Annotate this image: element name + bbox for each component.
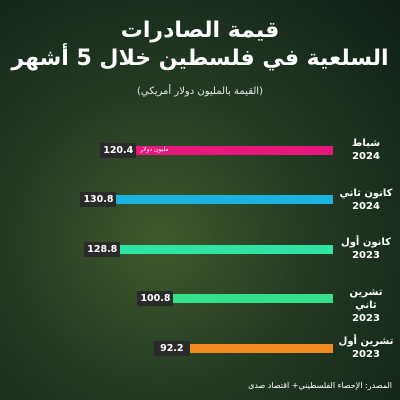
category-label: تشرين ثاني 2023 — [349, 286, 383, 324]
bar — [157, 343, 333, 353]
bar — [141, 294, 333, 303]
category-label: تشرين أول 2023 — [338, 336, 394, 360]
value-label: 100.8 — [137, 291, 174, 306]
value-label: 128.8 — [84, 241, 121, 257]
value-label: 120.4 — [100, 142, 137, 158]
value-label: 130.8 — [80, 192, 117, 207]
category-label: كانون أول 2023 — [341, 237, 391, 261]
chart-title-line: السلعية في فلسطين خلال 5 أشهر — [11, 46, 389, 71]
chart-subtitle: (القيمة بالمليون دولار أمريكي) — [137, 86, 263, 97]
bar — [104, 145, 333, 155]
source-note: المصدر: الإحصاء الفلسطيني+ اقتصاد صدى — [248, 381, 392, 390]
value-label: 92.2 — [153, 340, 190, 356]
category-label: كانون ثاني 2024 — [339, 187, 393, 212]
bar — [88, 244, 333, 254]
unit-annotation: مليون دولار — [140, 146, 169, 153]
chart-title: قيمة الصادرات — [120, 18, 280, 43]
bar — [84, 195, 333, 204]
category-label: شباط 2024 — [351, 138, 381, 162]
